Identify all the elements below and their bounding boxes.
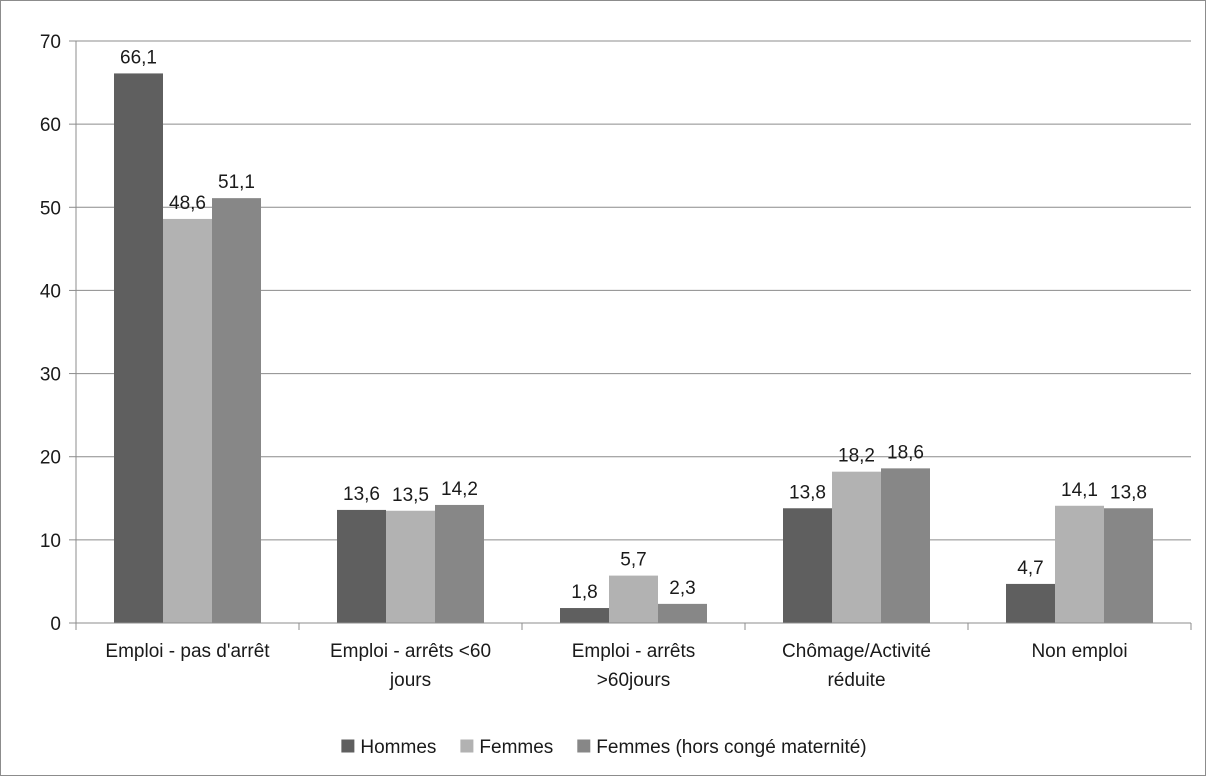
y-tick-label: 10 bbox=[40, 531, 61, 552]
legend-item: Femmes (hors congé maternité) bbox=[577, 737, 867, 758]
bar bbox=[337, 509, 386, 623]
bar bbox=[658, 603, 707, 623]
data-label: 14,2 bbox=[441, 479, 478, 500]
data-label: 2,3 bbox=[669, 578, 695, 599]
y-tick-label: 30 bbox=[40, 365, 61, 386]
x-category-label: Chômage/Activité réduite bbox=[782, 641, 931, 691]
bars bbox=[114, 73, 1153, 623]
data-label: 66,1 bbox=[120, 47, 157, 68]
x-category-label: Emploi - arrêts <60 jours bbox=[330, 641, 491, 691]
data-label: 18,6 bbox=[887, 442, 924, 463]
legend-label: Femmes bbox=[479, 737, 553, 758]
legend-item: Femmes bbox=[460, 737, 553, 758]
data-label: 48,6 bbox=[169, 193, 206, 214]
y-tick-label: 0 bbox=[50, 614, 61, 635]
bar bbox=[881, 468, 930, 623]
y-tick-label: 60 bbox=[40, 115, 61, 136]
x-category-label: Non emploi bbox=[1031, 641, 1127, 662]
legend-swatch bbox=[341, 739, 355, 753]
bar bbox=[212, 198, 261, 623]
x-category-label-line: Emploi - pas d'arrêt bbox=[105, 641, 270, 662]
bar bbox=[1104, 508, 1153, 623]
axes: 0 10 20 30 40 50 60 70 Emploi - pas d'arrêt Emplo… bbox=[40, 32, 1192, 691]
bar bbox=[386, 510, 435, 623]
x-category-label-line: >60jours bbox=[597, 670, 670, 691]
y-tick-label: 50 bbox=[40, 198, 61, 219]
data-label: 5,7 bbox=[620, 550, 646, 571]
y-tick-label: 40 bbox=[40, 281, 61, 302]
data-label: 13,8 bbox=[789, 482, 826, 503]
data-label: 4,7 bbox=[1017, 558, 1043, 579]
bar bbox=[163, 218, 212, 623]
legend-swatch bbox=[577, 739, 591, 753]
bar bbox=[114, 73, 163, 623]
bar bbox=[435, 504, 484, 623]
legend-label: Hommes bbox=[360, 737, 436, 758]
x-category-label-line: jours bbox=[389, 670, 431, 691]
legend-swatch bbox=[460, 739, 474, 753]
bar bbox=[609, 575, 658, 623]
x-category-label-line: Chômage/Activité bbox=[782, 641, 931, 662]
data-label: 51,1 bbox=[218, 172, 255, 193]
bar bbox=[560, 608, 609, 623]
x-category-label: Emploi - arrêts >60jours bbox=[572, 641, 696, 691]
data-label: 14,1 bbox=[1061, 480, 1098, 501]
bar bbox=[783, 508, 832, 623]
x-category-label: Emploi - pas d'arrêt bbox=[105, 641, 270, 662]
x-category-label-line: réduite bbox=[827, 670, 885, 691]
bar bbox=[1055, 505, 1104, 623]
data-label: 13,5 bbox=[392, 485, 429, 506]
data-label: 13,6 bbox=[343, 484, 380, 505]
y-tick-label: 20 bbox=[40, 448, 61, 469]
gridlines bbox=[76, 40, 1191, 541]
x-category-label-line: Emploi - arrêts bbox=[572, 641, 696, 662]
y-tick-label: 70 bbox=[40, 32, 61, 53]
legend: Hommes Femmes Femmes (hors congé maternité… bbox=[341, 737, 867, 758]
legend-label: Femmes (hors congé maternité) bbox=[596, 737, 866, 758]
bar bbox=[1006, 583, 1055, 623]
legend-item: Hommes bbox=[341, 737, 436, 758]
data-labels: 66,1 48,6 51,1 13,6 13,5 14,2 1,8 5,7 2,3 13,8 18,… bbox=[120, 47, 1147, 603]
x-category-label-line: Non emploi bbox=[1031, 641, 1127, 662]
data-label: 13,8 bbox=[1110, 482, 1147, 503]
bar bbox=[832, 471, 881, 623]
data-label: 18,2 bbox=[838, 446, 875, 467]
data-label: 1,8 bbox=[571, 582, 597, 603]
x-category-label-line: Emploi - arrêts <60 bbox=[330, 641, 491, 662]
